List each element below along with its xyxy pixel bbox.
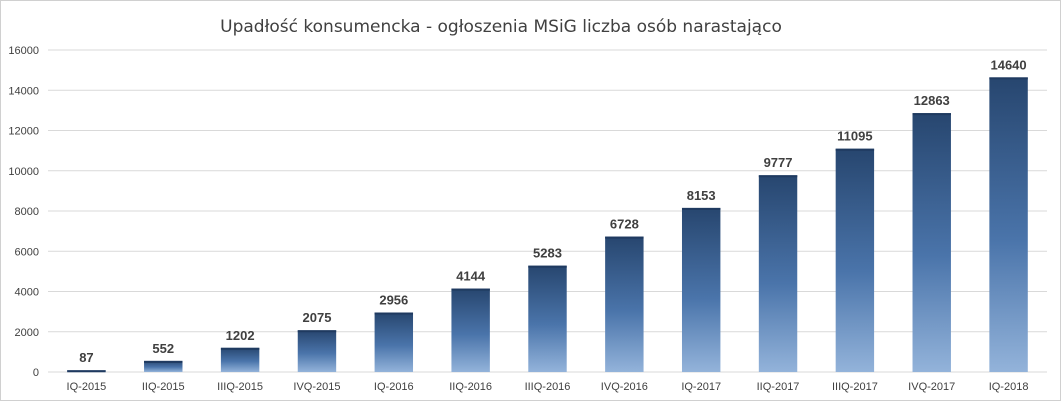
data-label: 87	[79, 350, 93, 365]
bar-top-edge	[835, 148, 875, 151]
x-tick-label: IIIQ-2015	[217, 381, 263, 393]
data-label: 11095	[837, 129, 872, 144]
bar	[681, 207, 721, 372]
bar	[835, 148, 875, 372]
data-label: 5283	[533, 246, 562, 261]
x-tick-label: IQ-2015	[67, 381, 107, 393]
bar	[758, 175, 798, 372]
x-tick-label: IQ-2017	[681, 381, 721, 393]
y-tick-label: 4000	[15, 287, 39, 299]
bar	[989, 77, 1028, 373]
data-label: 9777	[764, 155, 793, 170]
y-tick-label: 12000	[8, 126, 39, 138]
bar-top-edge	[758, 175, 798, 178]
bar-chart: 0 2000 4000 6000 8000 10000 12000 14000 16000 87…	[8, 45, 1047, 393]
data-label: 552	[152, 341, 174, 356]
x-tick-label: IVQ-2015	[293, 381, 340, 393]
bar-top-edge	[605, 236, 644, 239]
y-tick-label: 10000	[8, 166, 39, 178]
bar-top-edge	[220, 347, 260, 350]
bar	[451, 288, 490, 372]
data-label: 8153	[687, 188, 716, 203]
bar	[605, 236, 644, 372]
bar-top-edge	[989, 77, 1028, 80]
bar-top-edge	[297, 330, 337, 333]
data-label: 12863	[914, 93, 950, 108]
bar-top-edge	[912, 113, 951, 116]
bar-top-edge	[528, 265, 567, 268]
x-tick-label: IIQ-2017	[757, 381, 800, 393]
bar	[220, 347, 260, 372]
y-tick-label: 16000	[8, 45, 39, 57]
x-tick-label: IVQ-2017	[908, 381, 955, 393]
y-tick-label: 0	[33, 367, 39, 379]
bar-top-edge	[67, 370, 106, 373]
data-label: 1202	[226, 328, 255, 343]
x-tick-label: IIIQ-2016	[525, 381, 571, 393]
y-tick-label: 6000	[15, 246, 39, 258]
data-label: 14640	[990, 57, 1026, 72]
bar	[912, 113, 951, 372]
bar-top-edge	[681, 207, 721, 210]
y-tick-label: 8000	[15, 206, 39, 218]
data-label: 4144	[456, 269, 486, 284]
x-tick-label: IQ-2016	[374, 381, 414, 393]
data-label: 2956	[379, 293, 408, 308]
x-tick-label: IIQ-2015	[142, 381, 185, 393]
x-tick-label: IQ-2018	[989, 381, 1029, 393]
x-tick-label: IIIQ-2017	[832, 381, 878, 393]
data-label: 2075	[303, 310, 332, 325]
bar	[144, 360, 183, 372]
data-label: 6728	[610, 217, 639, 232]
chart-container: Upadłość konsumencka - ogłoszenia MSiG l…	[0, 0, 1061, 401]
bar-top-edge	[451, 288, 490, 291]
y-tick-label: 14000	[8, 85, 39, 97]
bar-top-edge	[374, 312, 414, 315]
bar-top-edge	[144, 360, 183, 363]
bar	[297, 330, 337, 372]
bar	[374, 312, 414, 372]
x-tick-label: IIQ-2016	[449, 381, 492, 393]
x-tick-label: IVQ-2016	[601, 381, 648, 393]
y-tick-label: 2000	[15, 327, 39, 339]
chart-title: Upadłość konsumencka - ogłoszenia MSiG l…	[220, 17, 782, 37]
bar	[528, 265, 567, 372]
